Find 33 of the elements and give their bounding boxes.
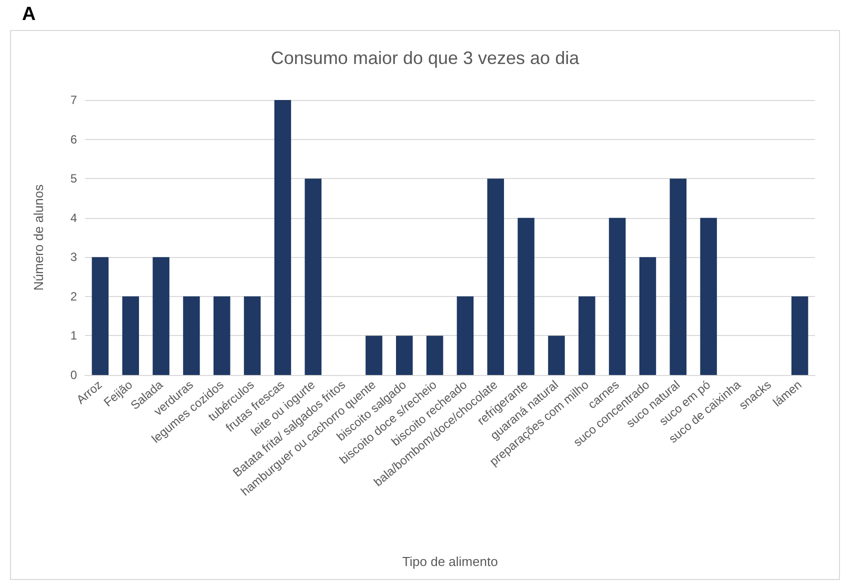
bar bbox=[396, 336, 413, 375]
bar bbox=[548, 336, 565, 375]
bar bbox=[700, 218, 717, 375]
bar bbox=[608, 218, 626, 375]
bar bbox=[274, 100, 292, 375]
bar bbox=[670, 178, 686, 375]
bar bbox=[518, 218, 534, 375]
bar bbox=[456, 296, 474, 375]
y-tick-label: 1 bbox=[70, 328, 78, 343]
y-tick-label: 7 bbox=[70, 93, 78, 107]
bar bbox=[304, 178, 322, 375]
bar bbox=[639, 257, 656, 375]
bar bbox=[214, 296, 230, 375]
y-tick-label: 3 bbox=[70, 250, 78, 264]
bar bbox=[244, 296, 261, 375]
y-axis-title: Número de alunos bbox=[31, 184, 46, 291]
bar bbox=[183, 296, 200, 375]
y-tick-label: 6 bbox=[70, 132, 78, 146]
y-tick-label: 0 bbox=[70, 368, 78, 382]
bar bbox=[791, 296, 808, 375]
bar bbox=[426, 336, 444, 375]
bar bbox=[152, 257, 170, 375]
bar bbox=[122, 296, 139, 375]
y-tick-label: 5 bbox=[70, 172, 78, 186]
y-tick-label: 4 bbox=[70, 210, 78, 225]
bar bbox=[366, 336, 382, 375]
chart-title: Consumo maior do que 3 vezes ao dia bbox=[270, 48, 580, 68]
x-axis-title: Tipo de alimento bbox=[402, 554, 498, 569]
y-tick-label: 2 bbox=[70, 289, 78, 304]
bar bbox=[578, 296, 596, 375]
bar bbox=[92, 257, 109, 375]
bar bbox=[487, 178, 504, 375]
text: A bbox=[22, 4, 36, 26]
